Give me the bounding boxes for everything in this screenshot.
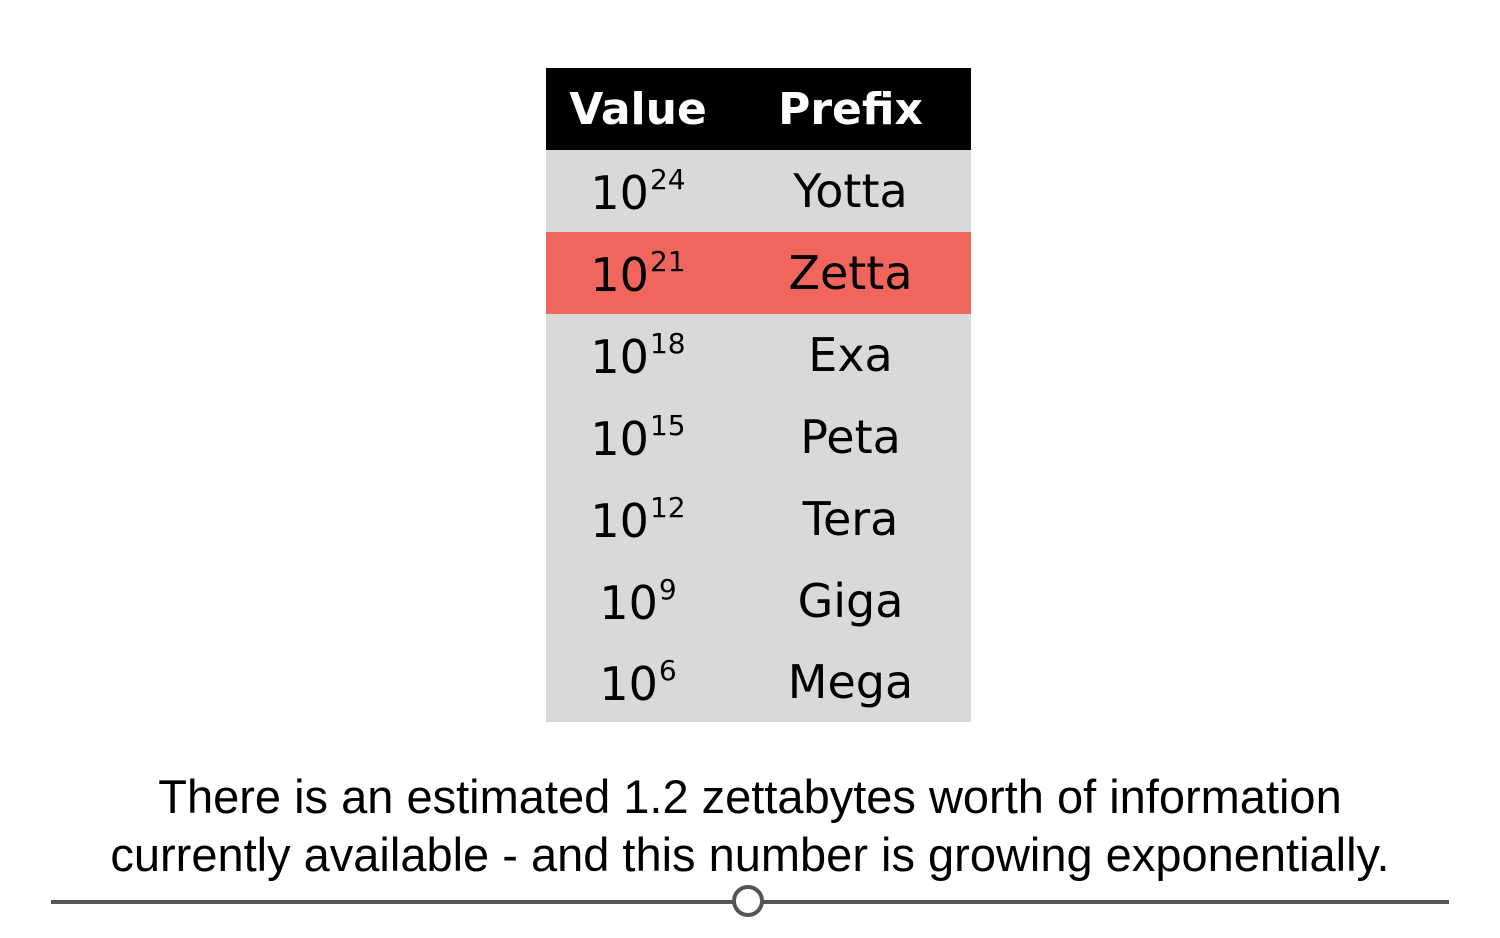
value-exponent: 6 xyxy=(658,654,677,687)
prefix-table: Value Prefix 1024 Yotta 1021 Zetta 1018 … xyxy=(546,68,971,722)
value-exponent: 15 xyxy=(649,409,686,442)
value-cell: 1021 xyxy=(546,232,730,314)
value-base: 10 xyxy=(590,412,649,466)
value-column-header: Value xyxy=(546,68,730,150)
prefix-cell: Exa xyxy=(730,314,971,396)
value-base: 10 xyxy=(590,248,649,302)
value-cell: 1018 xyxy=(546,314,730,396)
table-row: 1021 Zetta xyxy=(546,232,971,314)
table-row: 1012 Tera xyxy=(546,478,971,560)
table-row: 1018 Exa xyxy=(546,314,971,396)
progress-scrubber-handle[interactable] xyxy=(732,885,764,917)
value-cell: 109 xyxy=(546,560,730,642)
value-exponent: 21 xyxy=(649,245,686,278)
value-base: 10 xyxy=(590,166,649,220)
value-exponent: 12 xyxy=(649,491,686,524)
table-row: 109 Giga xyxy=(546,560,971,642)
value-exponent: 18 xyxy=(649,327,686,360)
value-cell: 106 xyxy=(546,642,730,722)
value-exponent: 24 xyxy=(649,163,686,196)
prefix-table-container: Value Prefix 1024 Yotta 1021 Zetta 1018 … xyxy=(546,68,971,722)
table-row: 1015 Peta xyxy=(546,396,971,478)
caption-line-2: currently available - and this number is… xyxy=(110,828,1390,881)
caption-line-1: There is an estimated 1.2 zettabytes wor… xyxy=(158,770,1342,823)
prefix-cell: Tera xyxy=(730,478,971,560)
value-cell: 1012 xyxy=(546,478,730,560)
table-row: 106 Mega xyxy=(546,642,971,722)
value-base: 10 xyxy=(590,330,649,384)
table-row: 1024 Yotta xyxy=(546,150,971,232)
value-cell: 1015 xyxy=(546,396,730,478)
prefix-cell: Yotta xyxy=(730,150,971,232)
value-base: 10 xyxy=(590,494,649,548)
value-base: 10 xyxy=(599,657,658,711)
prefix-column-header: Prefix xyxy=(730,68,971,150)
prefix-cell: Giga xyxy=(730,560,971,642)
table-header-row: Value Prefix xyxy=(546,68,971,150)
value-cell: 1024 xyxy=(546,150,730,232)
prefix-cell: Mega xyxy=(730,642,971,722)
caption-text: There is an estimated 1.2 zettabytes wor… xyxy=(0,768,1500,884)
prefix-cell: Zetta xyxy=(730,232,971,314)
value-exponent: 9 xyxy=(658,573,677,606)
value-base: 10 xyxy=(599,576,658,630)
prefix-cell: Peta xyxy=(730,396,971,478)
